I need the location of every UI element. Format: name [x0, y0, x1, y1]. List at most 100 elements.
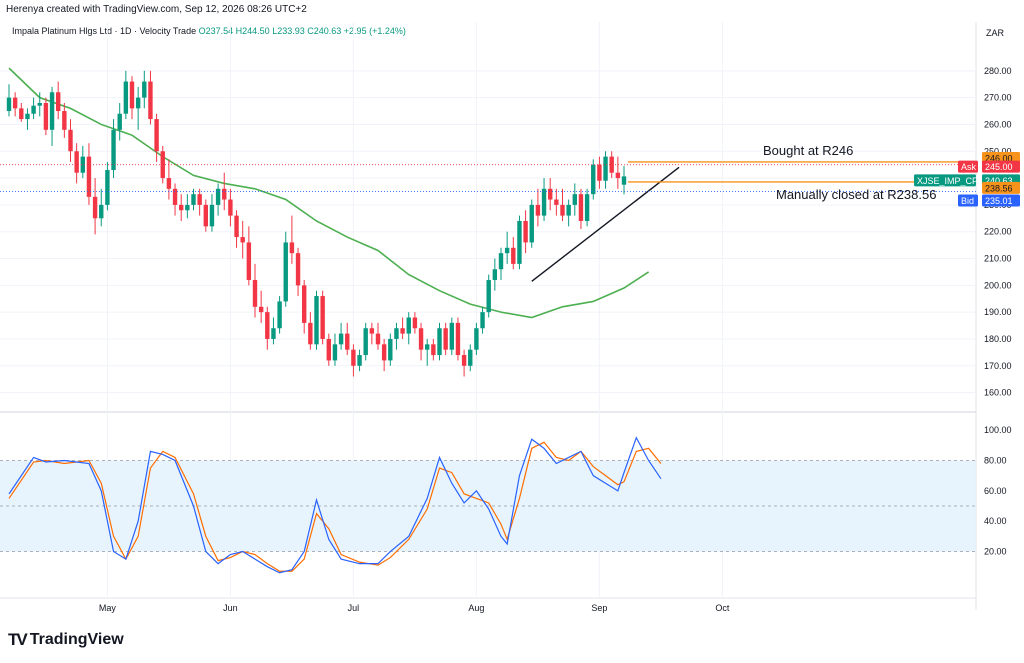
candle [6, 84, 12, 117]
candle-body [117, 113, 122, 130]
high-value: H244.50 [235, 26, 270, 36]
tradingview-logo[interactable]: TV TradingView [8, 630, 124, 650]
candle-body [357, 355, 362, 366]
annotations: Bought at R246 Manually closed at R238.56 [763, 143, 936, 202]
candle [12, 92, 18, 117]
candle-body [314, 296, 319, 345]
candle [191, 188, 196, 211]
candle [474, 322, 479, 356]
candle-body [461, 355, 467, 366]
candle [80, 145, 85, 179]
oscillator [8, 436, 662, 574]
candles [6, 70, 627, 377]
candle [572, 183, 577, 216]
candle [265, 306, 270, 350]
candle [363, 322, 368, 361]
bid-tag: 235.01 [982, 194, 1020, 207]
candle-body [554, 199, 559, 205]
tv-logo-icon: TV [8, 630, 28, 649]
candle-body [154, 119, 159, 152]
candle [615, 156, 621, 189]
candle [129, 76, 135, 120]
candle-body [197, 194, 202, 205]
candle-body [615, 172, 621, 179]
candle-body [388, 338, 393, 361]
candle-body [338, 333, 344, 345]
candle [25, 108, 30, 130]
candle-body [443, 328, 448, 350]
candle [215, 183, 221, 216]
candle-body [541, 188, 547, 216]
candle-body [548, 188, 553, 200]
low-value: L233.93 [272, 26, 305, 36]
candle-body [43, 102, 49, 130]
price-tick-label: 180.00 [984, 334, 1012, 344]
candle-body [31, 105, 36, 114]
candle [74, 143, 79, 184]
candle [541, 178, 547, 221]
price-tick-label: 160.00 [984, 388, 1012, 398]
price-tick-label: 200.00 [984, 280, 1012, 290]
candle [209, 194, 215, 232]
candle [388, 333, 393, 366]
candle-body [320, 296, 325, 339]
candle-body [578, 194, 584, 221]
candle-body [363, 328, 368, 356]
moving-average [8, 67, 650, 319]
candle-body [591, 164, 596, 195]
candle [468, 344, 473, 372]
open-value: O237.54 [198, 26, 234, 36]
candle-body [37, 102, 42, 106]
candle [49, 86, 55, 146]
closed-tag-text: 238.56 [985, 183, 1013, 193]
candle-body [560, 204, 565, 216]
time-tick-label: Aug [468, 603, 484, 613]
candle-body [326, 338, 331, 361]
candle [394, 322, 399, 350]
symbol-tag-box [914, 174, 976, 187]
candle-body [431, 344, 436, 356]
candle [609, 151, 614, 179]
candle-body [209, 204, 215, 227]
price-tick-label: 260.00 [984, 119, 1012, 129]
price-tick-label: 220.00 [984, 227, 1012, 237]
candle [135, 86, 141, 130]
candle [523, 210, 528, 254]
bid-label-tag: Bid [958, 194, 978, 207]
bought-annotation: Bought at R246 [763, 143, 853, 158]
candle-body [92, 196, 98, 219]
bid-tag-box [982, 194, 1020, 207]
candle [375, 322, 381, 350]
closed-annotation: Manually closed at R238.56 [776, 187, 936, 202]
candle [511, 237, 516, 270]
oscillator-tick-label: 60.00 [984, 486, 1007, 496]
candle [504, 231, 510, 264]
candle-body [498, 253, 504, 270]
candle [326, 333, 331, 366]
symbol-line: Impala Platinum Hlgs Ltd · 1D · Velocity… [12, 26, 406, 36]
candle-body [277, 301, 282, 329]
bid-label-tag-box [958, 194, 978, 207]
candle [56, 81, 61, 120]
candle [117, 102, 122, 141]
candle [68, 119, 73, 162]
bought-tag-text: 246.00 [985, 153, 1013, 163]
brand-name: TradingView [29, 631, 124, 648]
candle-body [468, 349, 473, 366]
candle-body [265, 312, 270, 339]
candle-body [246, 242, 252, 280]
candle-body [474, 328, 479, 350]
candle [332, 333, 338, 366]
candle-body [222, 188, 227, 200]
candle-body [19, 108, 24, 120]
candle [86, 143, 92, 205]
change-value: +2.95 (+1.24%) [343, 26, 406, 36]
oscillator-tick-label: 40.00 [984, 516, 1007, 526]
candle-body [289, 242, 295, 254]
candle-body [302, 285, 307, 323]
candle [123, 70, 129, 120]
candle [548, 178, 553, 211]
candle-body [449, 322, 454, 350]
